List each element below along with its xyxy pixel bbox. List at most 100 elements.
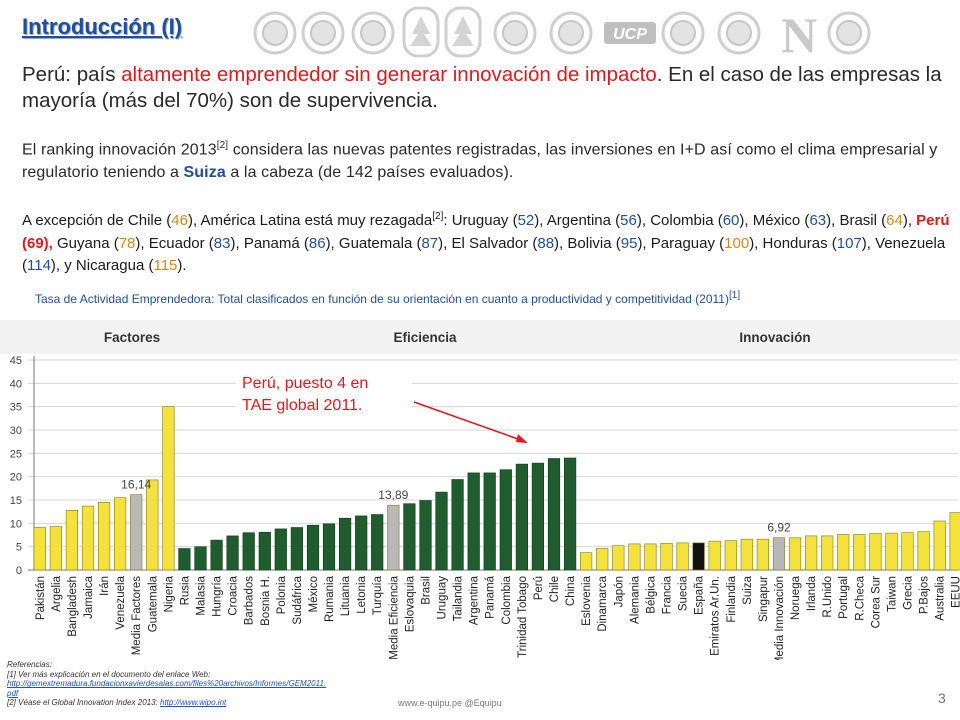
group-title: Eficiencia xyxy=(393,330,457,345)
bar xyxy=(483,472,496,571)
bar xyxy=(162,406,175,571)
bar xyxy=(499,469,512,571)
latam-country-close: ), y xyxy=(50,257,76,274)
x-tick-label: Emiratos Ar.Un. xyxy=(710,576,722,656)
x-tick-label: Irlanda xyxy=(806,575,818,611)
latam-country: Honduras (107), xyxy=(763,235,876,252)
bar xyxy=(853,534,866,571)
bar xyxy=(788,537,802,571)
x-tick-label: España xyxy=(694,575,706,615)
x-tick-label: Finlandia xyxy=(726,575,738,622)
seal-2-icon xyxy=(300,4,346,62)
latam-country-name: Paraguay ( xyxy=(650,234,725,252)
x-tick-label: Francia xyxy=(662,575,674,614)
references-heading: Referencias: xyxy=(7,660,52,669)
bar xyxy=(949,512,960,571)
latam-country-close: ), xyxy=(637,234,651,252)
bar xyxy=(242,532,255,571)
bar xyxy=(322,523,336,571)
seal-1-icon xyxy=(252,4,298,62)
x-tick-label: EEUU xyxy=(951,576,960,608)
latam-country: Venezuela (114), y xyxy=(22,235,945,275)
x-tick-label: Suecia xyxy=(678,575,690,611)
x-tick-label: Australia xyxy=(935,575,947,620)
bar xyxy=(740,538,753,571)
x-tick-label: Chile xyxy=(549,576,561,602)
bar xyxy=(869,533,882,571)
x-tick-label: Bosnia H. xyxy=(260,576,272,626)
reference-2: [2] Véase el Global Innovation Index 201… xyxy=(7,698,327,708)
x-tick-label: Panamá xyxy=(485,575,497,618)
x-tick-label: Dinamarca xyxy=(597,575,609,631)
bar xyxy=(885,532,898,571)
x-tick-label: Letonia xyxy=(356,575,368,613)
x-tick-label: Polonia xyxy=(276,575,288,614)
latam-country-rank: 64 xyxy=(886,212,903,229)
bar xyxy=(146,479,159,571)
x-tick-label: Sudáfrica xyxy=(292,575,304,624)
latam-country-close: ). xyxy=(177,257,187,274)
x-tick-label: Brasil xyxy=(420,576,432,605)
x-tick-label: Taiwan xyxy=(886,576,898,612)
bar xyxy=(563,457,577,571)
reference-2-text: [2] Véase el Global Innovation Index 201… xyxy=(7,698,160,708)
latam-colon: : xyxy=(443,212,452,229)
bar xyxy=(81,505,95,571)
latam-country-name: Ecuador ( xyxy=(148,234,214,252)
latam-country: Paraguay (100), xyxy=(651,235,763,252)
latam-country-name: Panamá ( xyxy=(243,234,309,252)
bar xyxy=(660,543,673,571)
x-tick-label: Suiza xyxy=(742,575,754,604)
latam-country-name: Guatemala ( xyxy=(338,234,422,252)
latam-ref: [2] xyxy=(432,211,444,222)
latam-country-close: ), xyxy=(826,212,840,229)
bar xyxy=(290,527,304,571)
latam-country: Nicaragua (115). xyxy=(76,257,187,274)
latam-country-rank: 60 xyxy=(722,212,740,229)
latam-country: Panamá (86), xyxy=(244,235,339,252)
x-tick-label: Bélgica xyxy=(645,575,657,613)
x-tick-label: R.Checa xyxy=(854,575,866,620)
latam-country-close: ), xyxy=(861,234,876,252)
latam-country-close: ), xyxy=(230,234,244,252)
group-title: Innovación xyxy=(739,330,810,345)
bar xyxy=(821,535,834,571)
latam-country: El Salvador (88), xyxy=(451,235,567,252)
x-tick-label: Uruguay xyxy=(437,576,449,620)
latam-country: Uruguay (52), xyxy=(452,212,547,229)
chart-subtitle: Tasa de Actividad Emprendedora: Total cl… xyxy=(35,290,955,306)
latam-country-rank: 86 xyxy=(308,234,326,252)
svg-text:N: N xyxy=(781,7,817,62)
slide-title: Introducción (I) xyxy=(22,14,183,39)
tea-bar-chart: 0 5 10 15 20 25 30 35 40 45 Pakistán Argelia Banglad… xyxy=(0,320,960,660)
x-tick-label: Rusia xyxy=(179,575,191,605)
bar xyxy=(130,494,143,571)
bar xyxy=(724,540,737,571)
latam-country-name: Perú (69), xyxy=(22,212,950,252)
y-tick-label: 5 xyxy=(16,542,22,554)
latam-country: Guyana (78), xyxy=(57,235,149,252)
latam-mid: ), América Latina está muy rezagada xyxy=(187,212,433,229)
bar xyxy=(435,491,448,571)
tree-seal-icon xyxy=(440,4,486,62)
x-tick-label: Corea Sur xyxy=(870,576,882,629)
y-tick-label: 25 xyxy=(10,448,22,460)
y-tick-label: 20 xyxy=(10,472,22,484)
latam-country-rank: 78 xyxy=(118,234,136,252)
bar xyxy=(515,463,528,571)
footer-text: www.e-quipu.pe @Equipu xyxy=(398,698,502,708)
reference-1: [1] Ver más explicación en el documento … xyxy=(7,669,211,679)
latam-country: Argentina (56), xyxy=(547,212,650,229)
latam-country-name: Brasil ( xyxy=(839,212,887,229)
reference-2-link[interactable]: http://www.wipo.int xyxy=(160,698,227,708)
x-tick-label: Venezuela xyxy=(115,575,127,629)
latam-country-rank: 107 xyxy=(836,234,862,252)
bar xyxy=(676,542,689,571)
bar xyxy=(917,531,930,571)
latam-country-name: Colombia ( xyxy=(650,212,723,229)
bar xyxy=(33,527,46,571)
seal-10-icon xyxy=(716,4,762,62)
reference-1-link[interactable]: http://gemextremadura.fundacionxavierdes… xyxy=(7,679,327,698)
references-block: Referencias: [1] Ver más explicación en … xyxy=(7,660,327,708)
x-tick-label: R.Unido xyxy=(822,576,834,618)
